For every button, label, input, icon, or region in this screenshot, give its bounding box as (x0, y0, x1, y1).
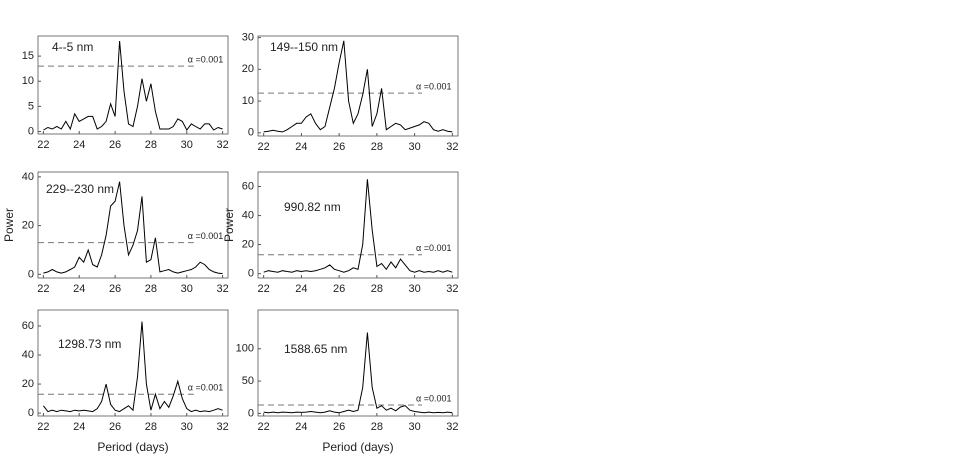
y-tick-label: 15 (22, 50, 34, 62)
power-line (263, 179, 453, 273)
x-tick-label: 26 (109, 421, 121, 433)
x-tick-label: 30 (181, 283, 193, 295)
y-tick-label: 60 (22, 320, 34, 332)
x-tick-label: 26 (333, 141, 345, 153)
y-axis-label: Power (222, 208, 236, 242)
plot-box (37, 171, 229, 279)
y-tick-label: 0 (248, 268, 254, 280)
x-tick-label: 32 (216, 421, 228, 433)
x-tick-label: 32 (446, 141, 458, 153)
threshold-label: α =0.001 (188, 231, 223, 241)
x-tick-label: 22 (258, 421, 270, 433)
power-line (263, 332, 453, 414)
y-tick-label: 0 (248, 407, 254, 419)
power-line (263, 40, 453, 133)
threshold-label: α =0.001 (188, 383, 223, 393)
x-tick-label: 22 (37, 139, 49, 151)
x-tick-label: 30 (408, 283, 420, 295)
x-tick-label: 30 (408, 421, 420, 433)
x-tick-label: 26 (333, 421, 345, 433)
plot-box (257, 309, 459, 417)
x-tick-label: 26 (109, 139, 121, 151)
threshold-label: α =0.001 (188, 55, 223, 65)
y-tick-label: 20 (22, 378, 34, 390)
y-tick-label: 100 (236, 343, 254, 355)
x-axis-label: Period (days) (97, 440, 168, 454)
y-tick-label: 60 (242, 180, 254, 192)
x-tick-label: 28 (145, 283, 157, 295)
y-tick-label: 20 (242, 239, 254, 251)
y-tick-label: 40 (242, 209, 254, 221)
power-line (43, 181, 223, 275)
y-tick-label: 10 (22, 75, 34, 87)
x-tick-label: 28 (145, 139, 157, 151)
x-tick-label: 28 (145, 421, 157, 433)
x-tick-label: 24 (295, 141, 307, 153)
threshold-label: α =0.001 (416, 82, 451, 92)
panel-label: 990.82 nm (284, 200, 341, 214)
x-tick-label: 22 (37, 421, 49, 433)
x-tick-label: 28 (371, 283, 383, 295)
x-tick-label: 30 (181, 139, 193, 151)
y-tick-label: 0 (28, 268, 34, 280)
x-tick-label: 24 (73, 421, 85, 433)
plot-box (257, 171, 459, 279)
plot-box (37, 35, 229, 135)
panel-label: 229--230 nm (46, 182, 114, 196)
threshold-label: α =0.001 (416, 393, 451, 403)
x-tick-label: 32 (446, 421, 458, 433)
x-tick-label: 30 (181, 421, 193, 433)
x-tick-label: 26 (333, 283, 345, 295)
x-axis-label: Period (days) (322, 440, 393, 454)
y-tick-label: 50 (242, 375, 254, 387)
x-tick-label: 32 (216, 283, 228, 295)
panel-label: 1298.73 nm (58, 337, 121, 351)
y-tick-label: 5 (28, 100, 34, 112)
y-tick-label: 10 (242, 95, 254, 107)
y-tick-label: 20 (242, 63, 254, 75)
x-tick-label: 22 (37, 283, 49, 295)
y-axis-label: Power (2, 208, 16, 242)
x-tick-label: 24 (295, 283, 307, 295)
x-tick-label: 28 (371, 421, 383, 433)
x-tick-label: 26 (109, 283, 121, 295)
x-tick-label: 22 (258, 141, 270, 153)
x-tick-label: 28 (371, 141, 383, 153)
y-tick-label: 40 (22, 349, 34, 361)
panel-label: 4--5 nm (52, 40, 93, 54)
x-tick-label: 24 (73, 283, 85, 295)
plot-box (37, 309, 229, 417)
plot-box (257, 35, 459, 137)
panel-label: 149--150 nm (270, 40, 338, 54)
x-tick-label: 24 (295, 421, 307, 433)
y-tick-label: 0 (248, 127, 254, 139)
y-tick-label: 20 (22, 220, 34, 232)
power-line (43, 321, 223, 413)
power-line (43, 40, 223, 131)
y-tick-label: 0 (28, 407, 34, 419)
y-tick-label: 0 (28, 125, 34, 137)
y-tick-label: 30 (242, 31, 254, 43)
x-tick-label: 32 (216, 139, 228, 151)
panel-label: 1588.65 nm (284, 342, 347, 356)
y-tick-label: 40 (22, 171, 34, 183)
x-tick-label: 24 (73, 139, 85, 151)
x-tick-label: 30 (408, 141, 420, 153)
threshold-label: α =0.001 (416, 243, 451, 253)
x-tick-label: 32 (446, 283, 458, 295)
x-tick-label: 22 (258, 283, 270, 295)
